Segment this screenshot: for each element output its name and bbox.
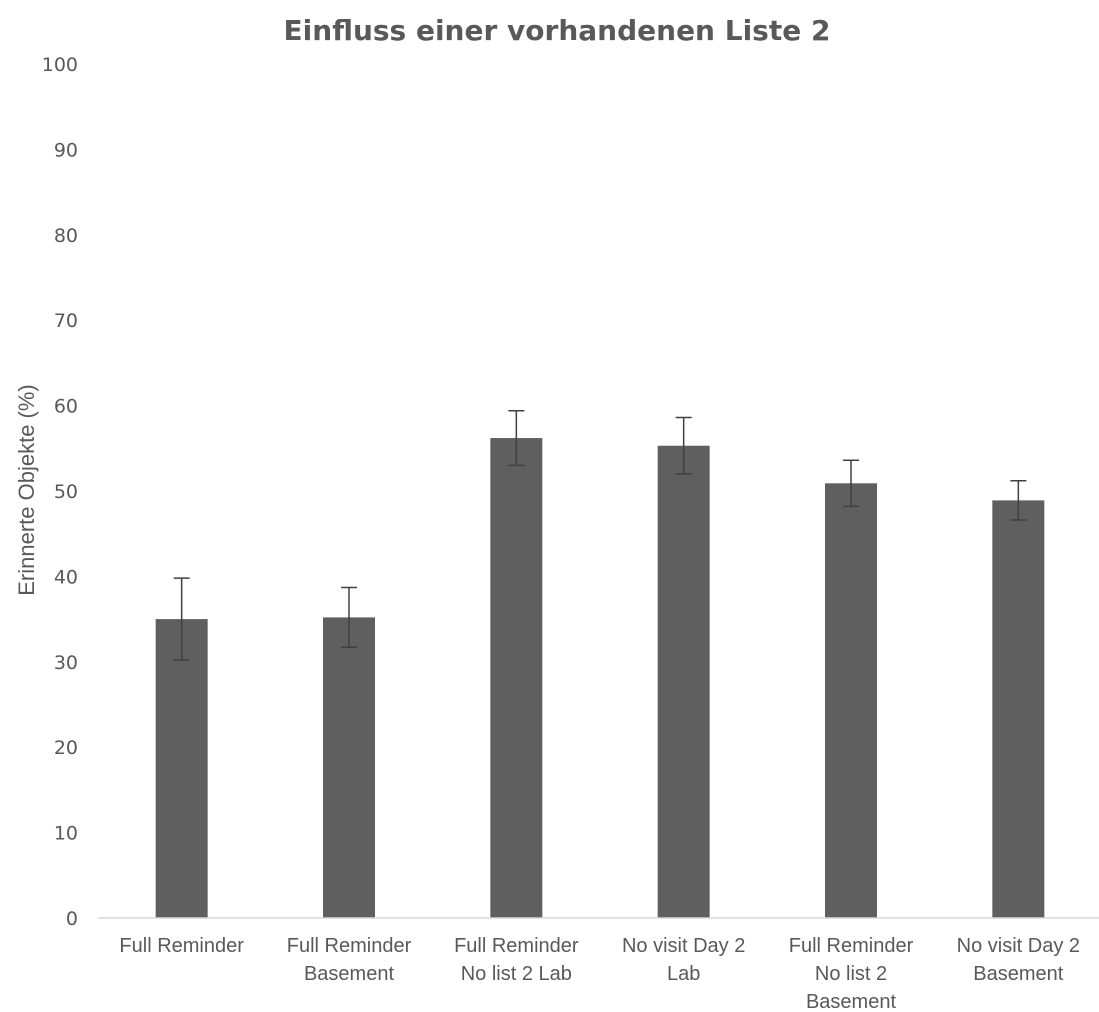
- error-bar: [843, 459, 859, 508]
- error-bar: [675, 416, 692, 475]
- y-axis-label: Erinnerte Objekte (%): [14, 384, 39, 596]
- y-tick-label: 70: [54, 310, 78, 332]
- x-tick-label: Full Reminder: [119, 935, 244, 957]
- error-bars: [173, 409, 1027, 661]
- bar: [657, 445, 710, 918]
- bar: [490, 438, 543, 918]
- y-tick-label: 90: [54, 139, 78, 161]
- y-tick-label: 40: [54, 566, 78, 588]
- bars: [155, 438, 1045, 918]
- x-tick-label: No visit Day 2 Lab: [622, 935, 745, 985]
- y-tick-label: 20: [54, 737, 78, 759]
- bar: [323, 617, 375, 918]
- bar: [155, 619, 208, 918]
- x-axis-labels: Full Reminder Full Reminder Basement Full R…: [119, 935, 1080, 1012]
- y-tick-label: 50: [54, 481, 78, 503]
- bar: [992, 500, 1045, 918]
- bar: [825, 483, 877, 918]
- y-tick-label: 60: [54, 396, 78, 418]
- y-tick-label: 80: [54, 225, 78, 247]
- chart-title: Einfluss einer vorhandenen Liste 2: [284, 14, 831, 47]
- y-axis-ticks: 0 10 20 30 40 50 60 70 80 90 100: [42, 54, 78, 930]
- error-bar: [508, 409, 525, 467]
- x-tick-label: Full Reminder No list 2 Basement: [789, 935, 914, 1012]
- y-tick-label: 0: [66, 908, 78, 930]
- x-tick-label: Full Reminder Basement: [287, 935, 412, 985]
- error-bar: [1010, 480, 1027, 521]
- y-tick-label: 100: [42, 54, 78, 76]
- y-tick-label: 10: [54, 823, 78, 845]
- error-bar: [173, 577, 190, 661]
- x-tick-label: No visit Day 2 Basement: [957, 935, 1080, 985]
- x-tick-label: Full Reminder No list 2 Lab: [454, 935, 579, 985]
- error-bar: [341, 586, 357, 649]
- y-tick-label: 30: [54, 652, 78, 674]
